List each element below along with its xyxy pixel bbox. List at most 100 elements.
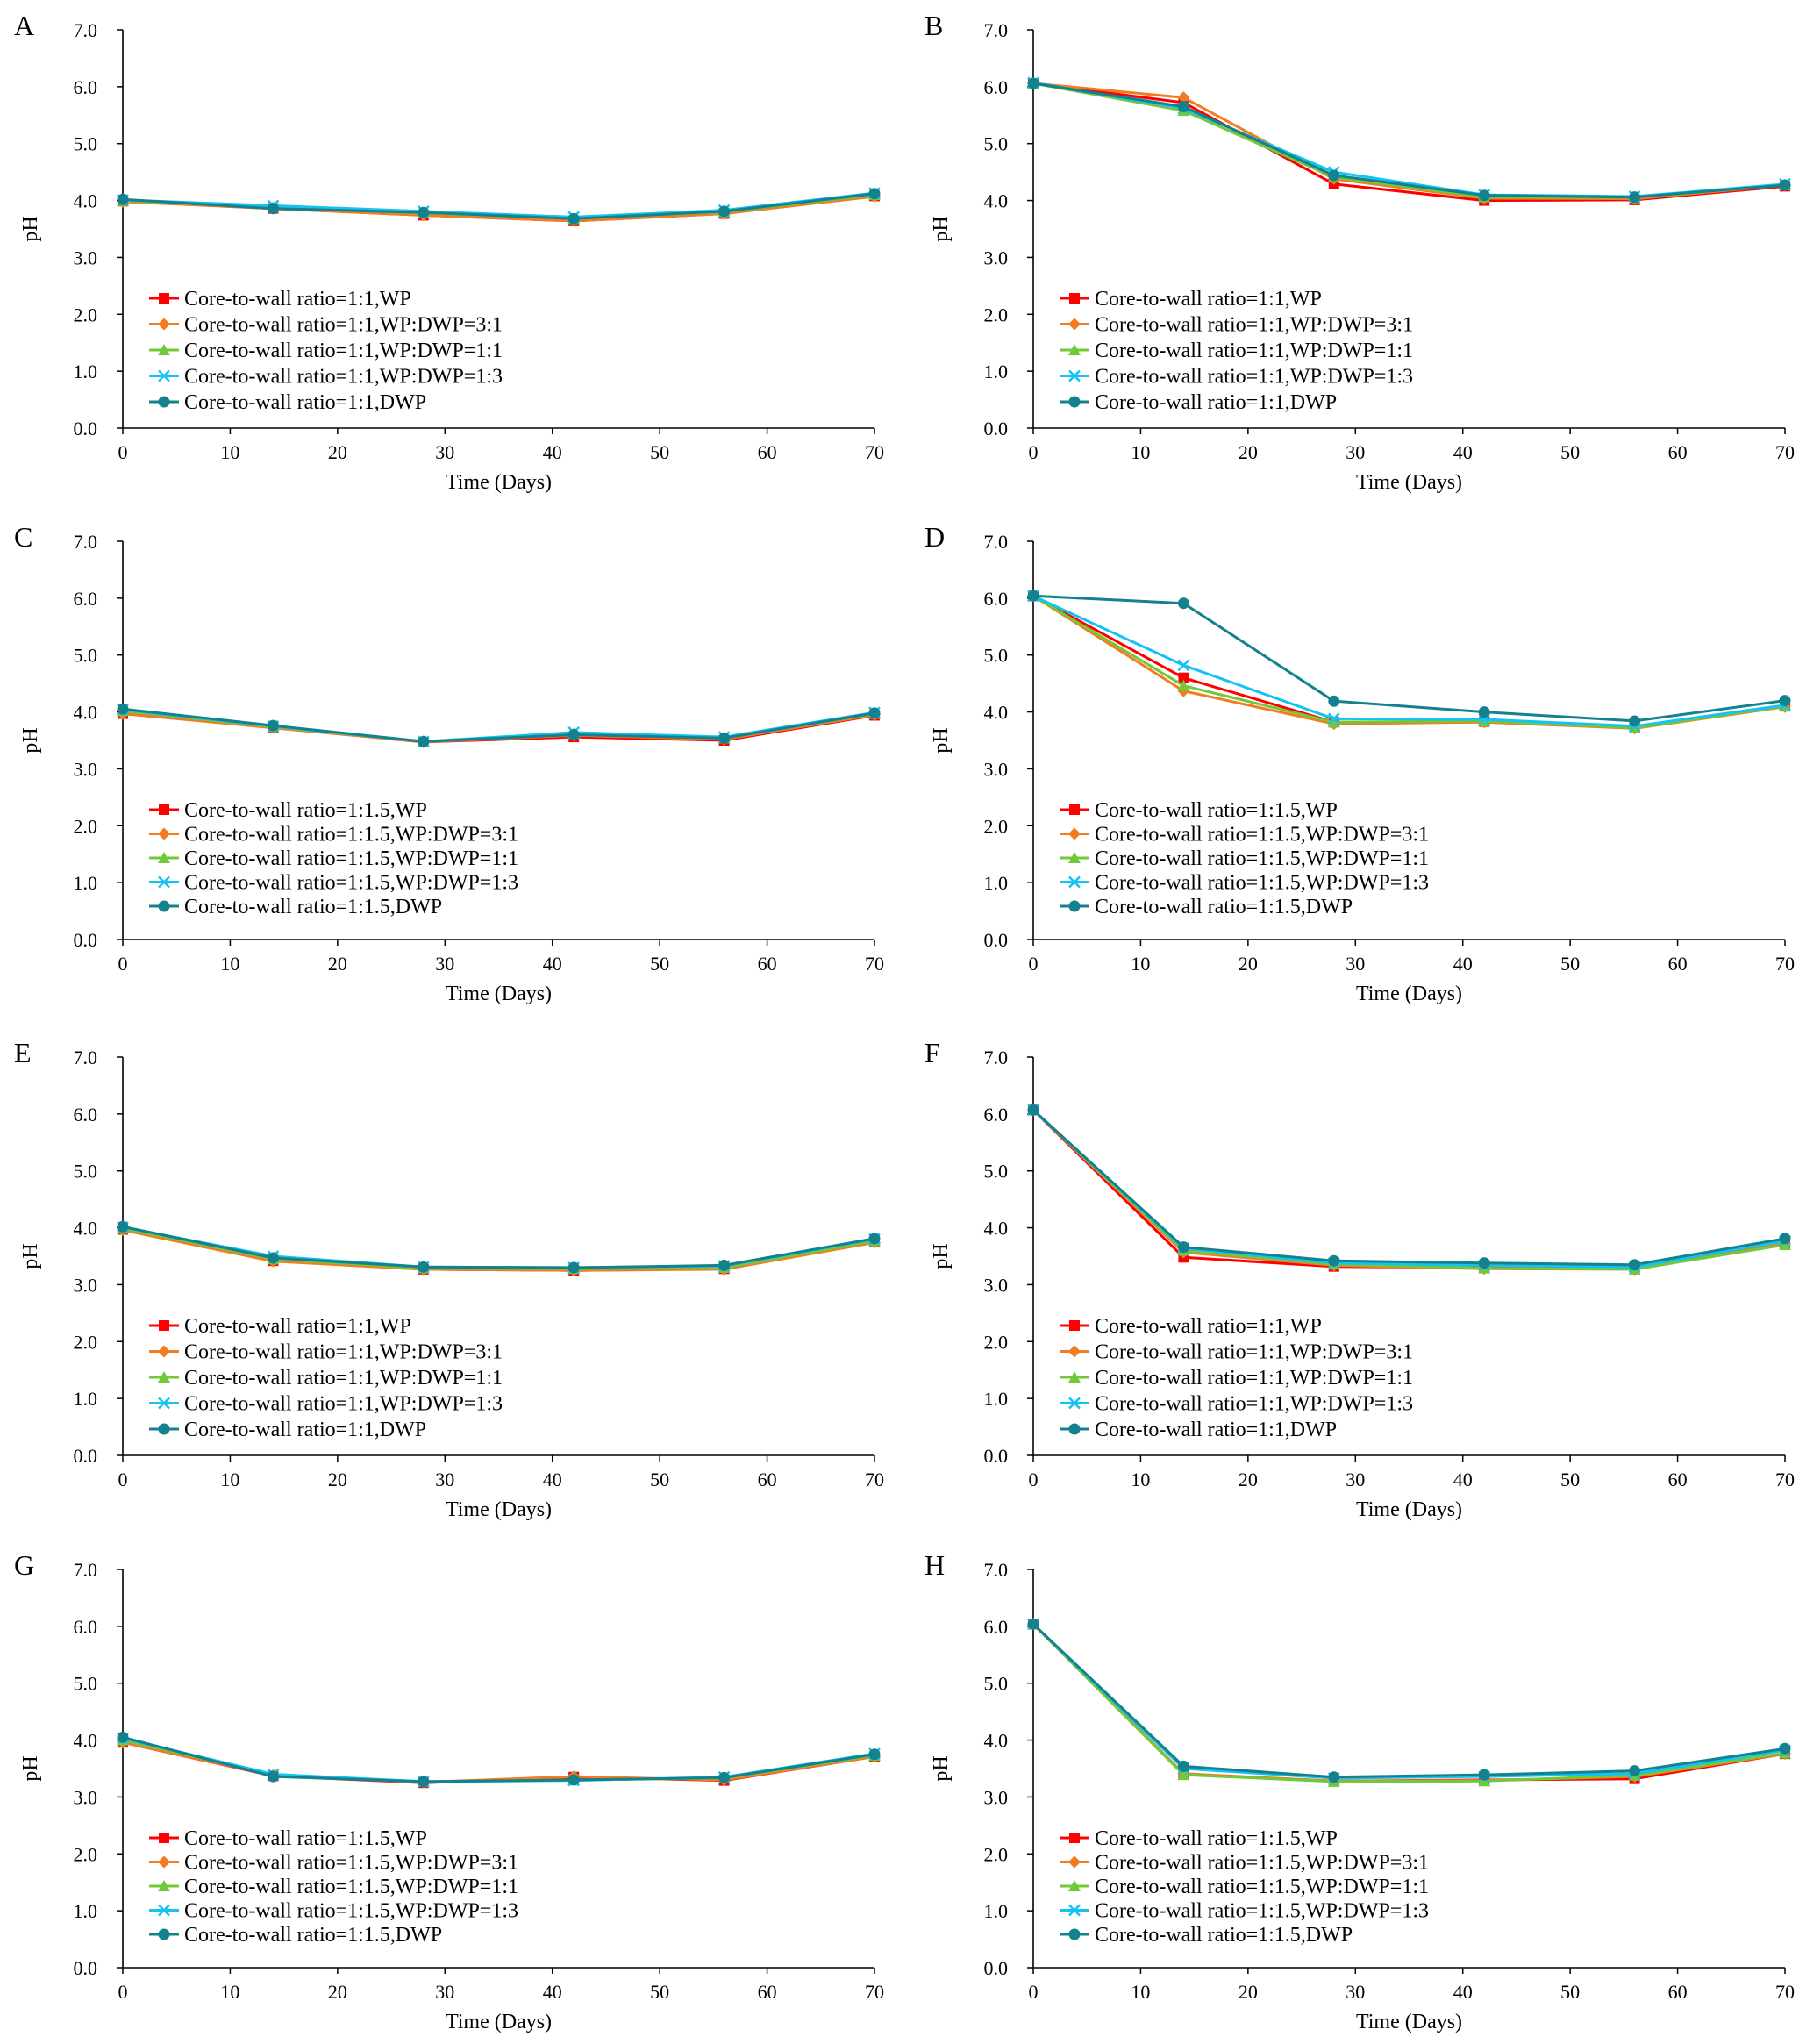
x-tick-label: 40 [543, 953, 562, 975]
x-tick-label: 70 [1775, 953, 1795, 975]
legend-marker [159, 1320, 169, 1331]
x-tick-label: 20 [1239, 1981, 1258, 2003]
legend-marker [1068, 900, 1081, 912]
x-tick-label: 60 [1668, 953, 1688, 975]
x-tick-label: 60 [758, 1469, 777, 1490]
x-tick-label: 60 [758, 1981, 777, 2003]
data-point [1629, 1259, 1641, 1271]
legend-marker [1068, 318, 1081, 331]
legend-marker [158, 1904, 170, 1917]
series-line [1031, 1623, 1786, 1783]
series-line [1031, 1109, 1786, 1271]
x-tick-label: 10 [220, 953, 239, 975]
legend-marker [1068, 1904, 1081, 1917]
legend-label: Core-to-wall ratio=1:1,WP:DWP=1:3 [1095, 366, 1413, 389]
legend-marker [1068, 875, 1081, 889]
legend-marker [1068, 852, 1081, 863]
y-axis-title: pH [19, 727, 42, 753]
x-tick-label: 50 [650, 1981, 669, 2003]
data-point [718, 1771, 731, 1783]
series-line [122, 707, 875, 743]
x-tick-label: 70 [1775, 1469, 1795, 1490]
series-line [1031, 1109, 1786, 1269]
x-tick-label: 70 [865, 1469, 884, 1490]
data-point [718, 1259, 731, 1271]
x-tick-label: 40 [1453, 1469, 1473, 1490]
panel-label: B [924, 10, 943, 41]
y-tick-label: 5.0 [74, 1673, 98, 1695]
y-tick-label: 4.0 [984, 1730, 1009, 1752]
y-tick-label: 0.0 [984, 418, 1009, 440]
panel-label: H [924, 1549, 945, 1581]
x-tick-label: 0 [1029, 1469, 1039, 1490]
y-tick-label: 5.0 [984, 133, 1009, 155]
legend-marker [159, 804, 169, 815]
legend-label: Core-to-wall ratio=1:1,WP [1095, 1315, 1322, 1338]
legend-label: Core-to-wall ratio=1:1,DWP [1095, 391, 1337, 414]
legend-marker [158, 827, 170, 840]
y-tick-label: 2.0 [74, 304, 98, 325]
data-point [1027, 590, 1039, 602]
legend-marker [158, 369, 170, 382]
series-line [1031, 1109, 1786, 1271]
data-point [1177, 1769, 1190, 1781]
x-tick-label: 30 [1346, 1981, 1365, 2003]
x-tick-label: 70 [865, 1981, 884, 2003]
y-tick-label: 2.0 [74, 1843, 98, 1865]
data-point [1629, 1765, 1641, 1777]
x-tick-label: 10 [1131, 441, 1150, 463]
y-tick-label: 1.0 [984, 1900, 1009, 1922]
x-tick-label: 10 [1131, 1469, 1150, 1490]
x-tick-label: 0 [118, 441, 128, 463]
x-tick-label: 30 [1346, 1469, 1365, 1490]
x-tick-label: 10 [220, 1469, 239, 1490]
series-line [1031, 1623, 1786, 1779]
legend-label: Core-to-wall ratio=1:1.5,WP:DWP=1:3 [184, 1900, 518, 1923]
data-point [1027, 1104, 1039, 1116]
y-tick-label: 4.0 [74, 190, 98, 212]
x-tick-label: 60 [1668, 441, 1688, 463]
x-tick-label: 40 [543, 1469, 562, 1490]
data-point [1779, 1239, 1791, 1251]
legend-marker [1068, 1423, 1081, 1435]
data-point [267, 203, 279, 215]
y-tick-label: 3.0 [74, 758, 98, 780]
x-tick-label: 30 [435, 441, 454, 463]
x-tick-label: 40 [1453, 1981, 1473, 2003]
chart-panel-g: G 0.0 1.0 2.0 3.0 4.0 5.0 6.0 7.0 0 10 20 30 40 50 60 70… [14, 1549, 884, 2033]
x-tick-label: 0 [118, 1981, 128, 2003]
y-axis-title: pH [19, 1755, 42, 1781]
data-point [1779, 179, 1791, 191]
y-tick-label: 7.0 [984, 1559, 1009, 1581]
legend-label: Core-to-wall ratio=1:1,DWP [1095, 1419, 1337, 1441]
legend-label: Core-to-wall ratio=1:1,WP:DWP=1:3 [1095, 1393, 1413, 1416]
y-tick-label: 6.0 [74, 588, 98, 610]
legend-marker [1068, 1345, 1081, 1358]
y-tick-label: 7.0 [984, 1047, 1009, 1068]
data-point [1779, 1742, 1791, 1755]
legend-marker [158, 900, 170, 912]
y-tick-label: 2.0 [984, 1843, 1009, 1865]
x-tick-label: 40 [543, 1981, 562, 2003]
legend-label: Core-to-wall ratio=1:1.5,WP:DWP=1:1 [184, 1876, 518, 1898]
data-point [868, 1233, 881, 1245]
panel-label: D [924, 521, 945, 553]
legend-marker [158, 1880, 170, 1891]
data-point [1177, 1760, 1189, 1772]
x-tick-label: 20 [328, 1981, 347, 2003]
x-tick-label: 30 [1346, 441, 1365, 463]
chart-panel-h: H 0.0 1.0 2.0 3.0 4.0 5.0 6.0 7.0 0 10 20 30 40 50 60 70… [924, 1549, 1795, 2033]
y-tick-label: 6.0 [984, 1616, 1009, 1638]
y-tick-label: 3.0 [984, 1274, 1009, 1296]
data-point [1327, 716, 1340, 728]
legend-label: Core-to-wall ratio=1:1,WP:DWP=3:1 [184, 1341, 503, 1364]
legend-marker [1068, 396, 1081, 408]
legend-label: Core-to-wall ratio=1:1,WP:DWP=1:1 [184, 339, 503, 362]
legend-label: Core-to-wall ratio=1:1.5,WP:DWP=1:3 [184, 872, 518, 895]
y-tick-label: 1.0 [74, 1900, 98, 1922]
x-axis-title: Time (Days) [446, 2011, 552, 2033]
legend-label: Core-to-wall ratio=1:1.5,WP:DWP=3:1 [184, 1852, 518, 1875]
legend-label: Core-to-wall ratio=1:1,WP:DWP=1:1 [1095, 1367, 1413, 1390]
data-point [718, 205, 731, 218]
chart-panel-d: D 0.0 1.0 2.0 3.0 4.0 5.0 6.0 7.0 0 10 20 30 40 50 60 70… [924, 521, 1795, 1005]
